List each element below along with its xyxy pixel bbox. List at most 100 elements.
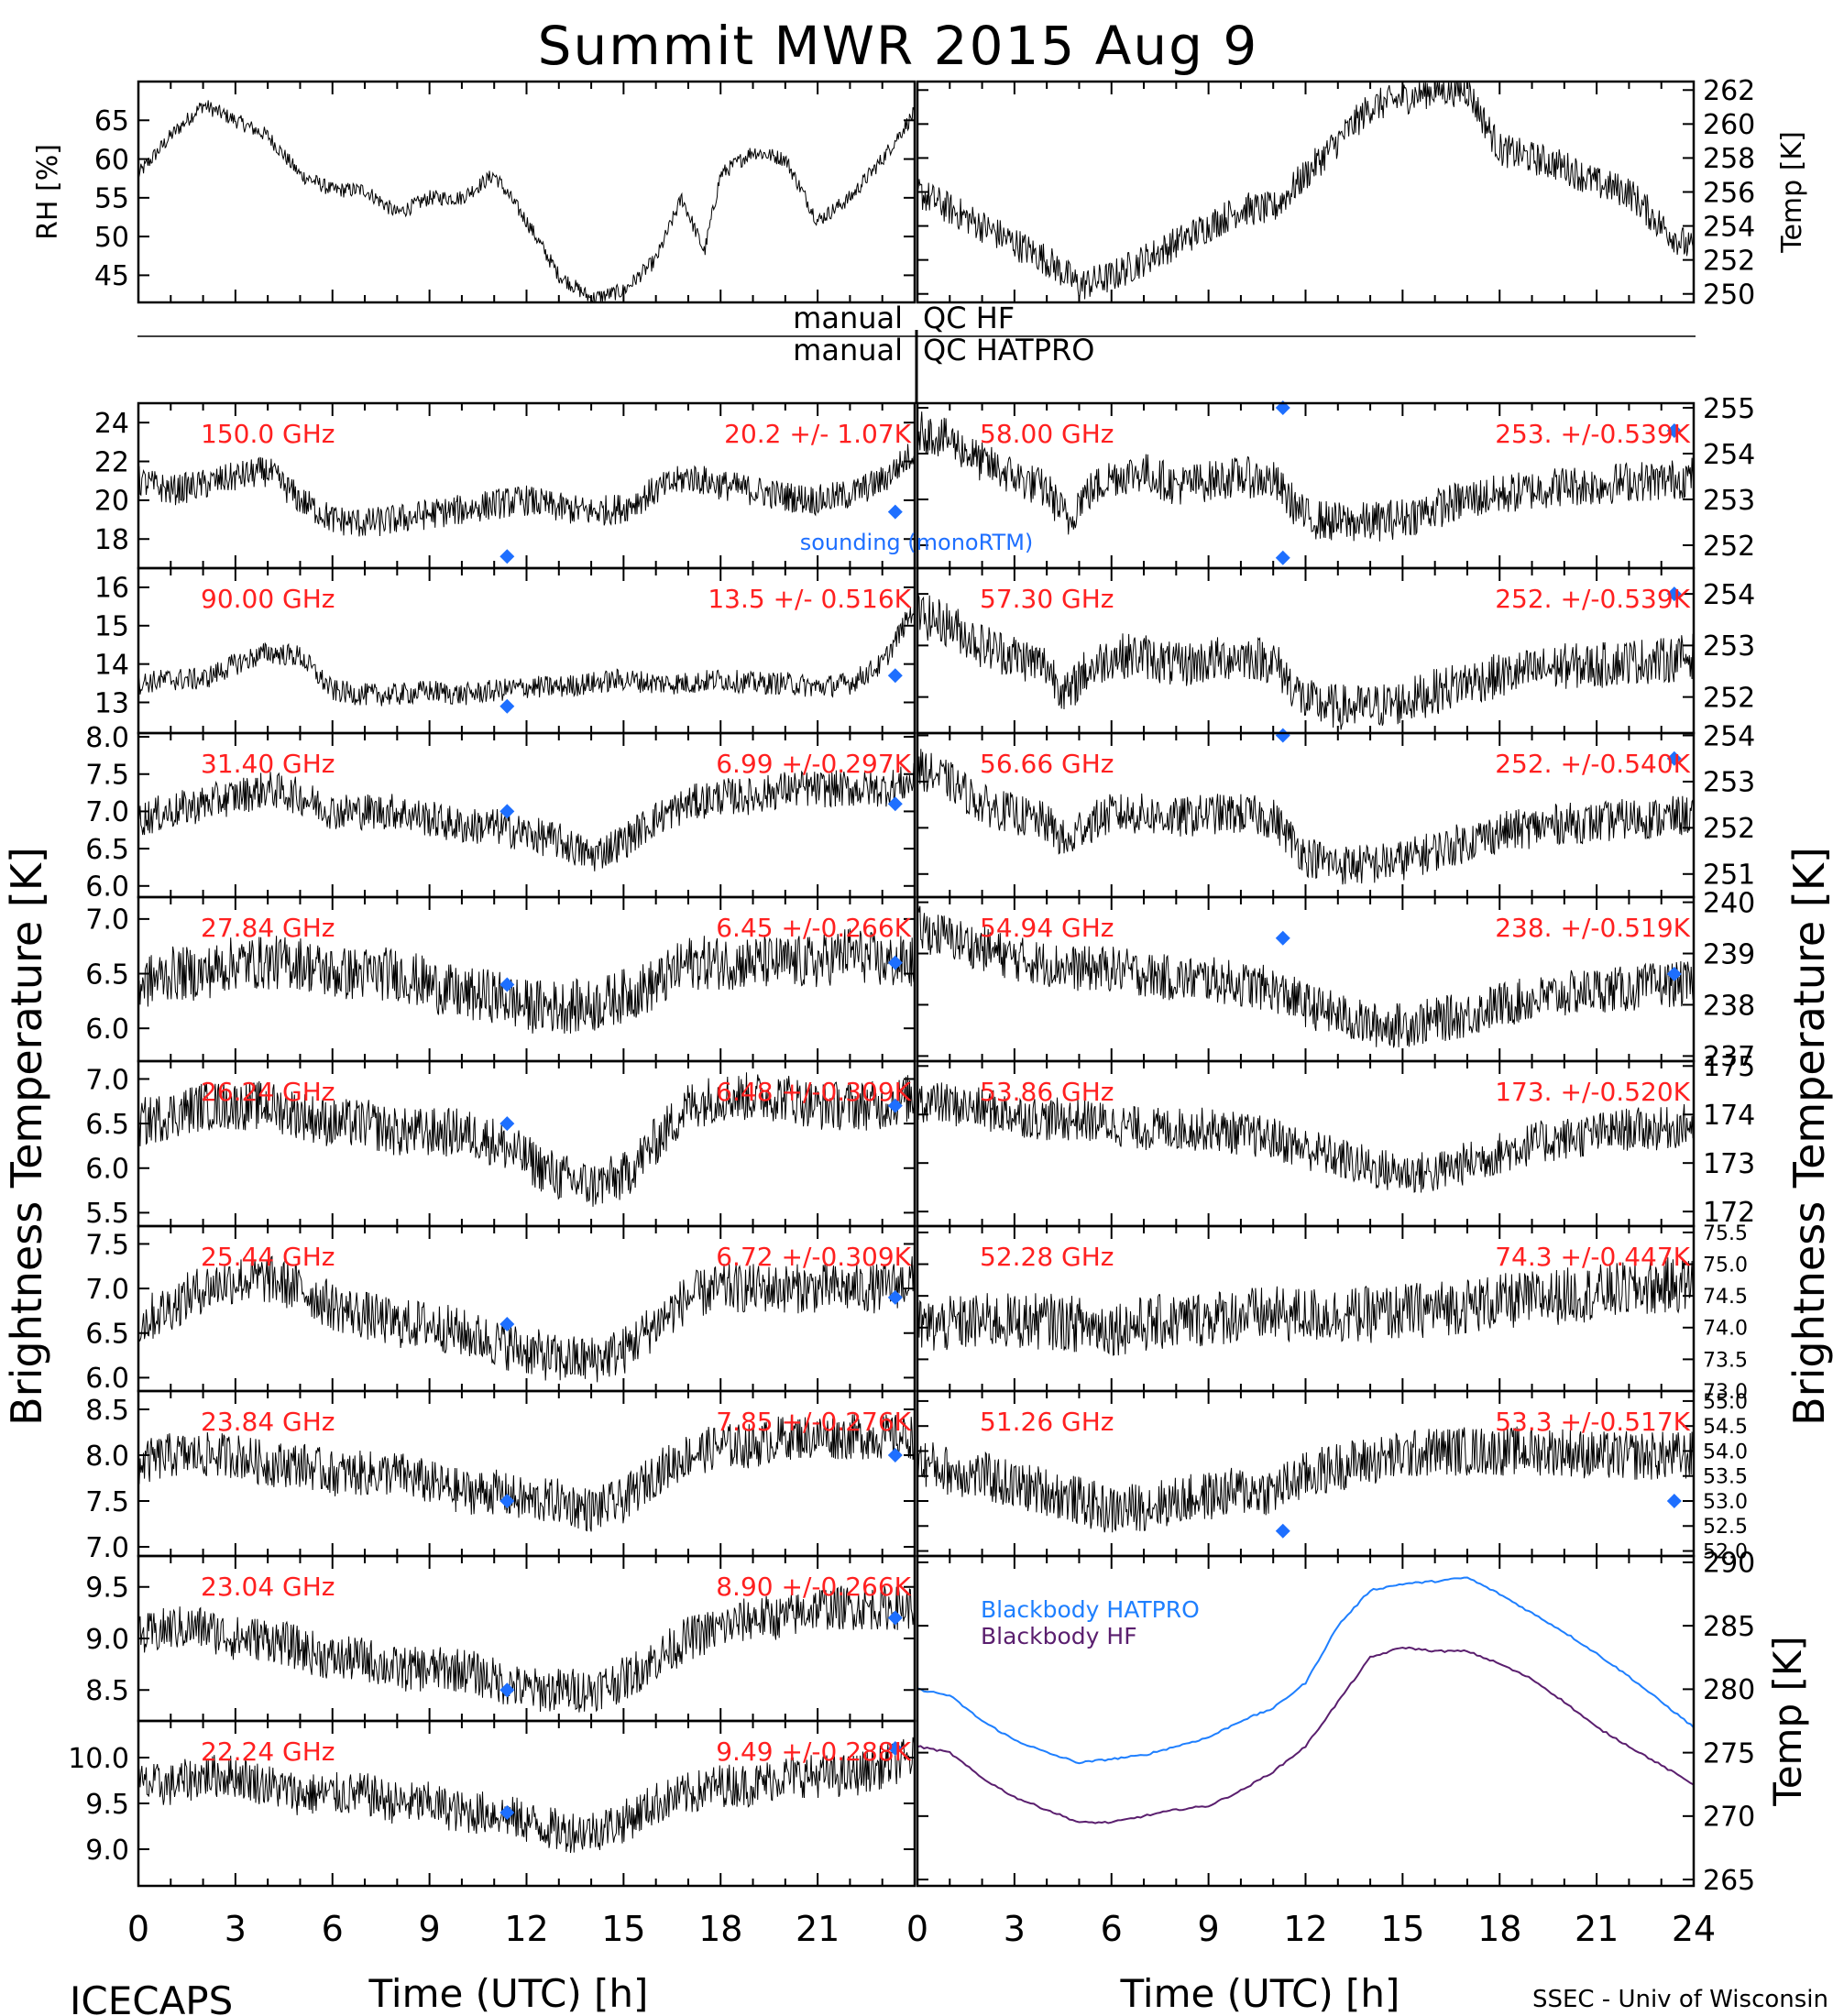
y-tick-label: 74.5 [1703, 1286, 1748, 1309]
freq-label: 51.26 GHz [980, 1407, 1114, 1437]
y-tick-label: 6.5 [85, 834, 129, 866]
freq-label: 26.24 GHz [201, 1077, 335, 1107]
sounding-point [499, 549, 515, 564]
freq-label: 31.40 GHz [201, 749, 335, 779]
panel-tb90: 13 14 15 16 90.00 GHz 13.5 +/- 0.516K [94, 566, 916, 735]
y-axis-title-tair: Temp [K] [1776, 131, 1808, 254]
left-x-axis-label: Time (UTC) [h] [368, 1971, 649, 2016]
freq-label: 58.00 GHz [980, 419, 1114, 449]
stat-label: 7.85 +/-0.276K [716, 1407, 911, 1437]
x-tick-label-left: 9 [419, 1909, 441, 1949]
y-tick-label: 7.5 [85, 1229, 129, 1261]
footer-icecaps: ICECAPS [70, 1978, 233, 2016]
y-tick-label: 55 [94, 183, 129, 215]
y-tick-label: 174 [1703, 1100, 1755, 1132]
trace-tb5800 [916, 411, 1695, 542]
y-tick-label: 270 [1703, 1802, 1755, 1834]
y-tick-label: 254 [1703, 720, 1755, 752]
sounding-point [1666, 1494, 1682, 1508]
legend-hatpro: Blackbody HATPRO [981, 1596, 1200, 1623]
y-tick-label: 53.0 [1703, 1491, 1748, 1514]
y-tick-label: 55.0 [1703, 1391, 1748, 1414]
y-tick-label: 16 [94, 573, 129, 605]
y-tick-label: 262 [1703, 75, 1755, 107]
y-tick-label: 13 [94, 687, 129, 719]
panel-tb5800: 252 253 254 255 58.00 GHz 253. +/-0.539K [916, 393, 1755, 570]
y-tick-label: 253 [1703, 630, 1755, 663]
y-tick-label: 254 [1703, 211, 1755, 243]
x-tick-label-right: 9 [1198, 1909, 1220, 1949]
stat-label: 20.2 +/- 1.07K [724, 419, 911, 449]
x-tick-label-left: 3 [225, 1909, 247, 1949]
y-tick-label: 239 [1703, 938, 1755, 970]
y-tick-label: 240 [1703, 887, 1755, 919]
sounding-point [1275, 728, 1290, 743]
sounding-point [499, 698, 515, 714]
sounding-point [887, 504, 903, 520]
sounding-point [1275, 1523, 1290, 1539]
freq-label: 90.00 GHz [201, 584, 335, 614]
sounding-point [887, 668, 903, 684]
y-tick-label: 74.0 [1703, 1318, 1748, 1341]
y-tick-label: 6.5 [85, 959, 129, 991]
sounding-point [1666, 586, 1682, 602]
freq-label: 27.84 GHz [201, 913, 335, 943]
x-tick-label-right: 15 [1380, 1909, 1424, 1949]
y-axis-title-rh: RH [%] [32, 144, 64, 240]
y-tick-label: 8.5 [85, 1675, 129, 1707]
qc-hatpro-right-label: QC HATPRO [923, 333, 1094, 367]
sounding-point [887, 796, 903, 812]
panel-tb150: 18 20 22 24 150.0 GHz 20.2 +/- 1.07K [94, 401, 916, 570]
stat-label: 6.99 +/-0.297K [716, 749, 911, 779]
trace-tb5666 [916, 749, 1695, 885]
y-tick-label: 7.5 [85, 760, 129, 792]
freq-label: 53.86 GHz [980, 1077, 1114, 1107]
x-tick-label-right: 12 [1283, 1909, 1327, 1949]
panel-rh: 45 50 55 60 65 RH [%] [32, 80, 916, 304]
footer-credit: SSEC - Univ of Wisconsin [1532, 1986, 1828, 2013]
x-tick-label-left: 15 [601, 1909, 645, 1949]
y-tick-label: 54.5 [1703, 1416, 1748, 1439]
y-tick-label: 8.0 [85, 1441, 129, 1473]
sounding-label: sounding (monoRTM) [800, 530, 1034, 555]
y-tick-label: 7.0 [85, 1532, 129, 1564]
sounding-point [887, 1610, 903, 1626]
y-tick-label: 6.0 [85, 1363, 129, 1395]
y-tick-label: 9.5 [85, 1789, 129, 1821]
y-tick-label: 75.5 [1703, 1222, 1748, 1245]
y-tick-label: 280 [1703, 1674, 1755, 1706]
y-tick-label: 45 [94, 260, 129, 292]
sounding-point [887, 1098, 903, 1113]
sounding-point [887, 1741, 903, 1756]
sounding-point [1666, 423, 1682, 438]
y-tick-label: 6.5 [85, 1109, 129, 1141]
x-tick-label-left: 12 [504, 1909, 548, 1949]
y-tick-label: 285 [1703, 1611, 1755, 1643]
stat-label: 6.72 +/-0.309K [716, 1242, 911, 1272]
trace-tb2384 [137, 1414, 916, 1532]
panel-tb2784: 6.0 6.5 7.0 27.84 GHz 6.45 +/-0.266K [85, 895, 916, 1063]
y-tick-label: 54.0 [1703, 1441, 1748, 1463]
stat-label: 74.3 +/-0.447K [1495, 1242, 1690, 1272]
x-tick-label-right: 24 [1672, 1909, 1716, 1949]
stat-label: 252. +/-0.539K [1495, 584, 1690, 614]
freq-label: 23.84 GHz [201, 1407, 335, 1437]
stat-label: 173. +/-0.520K [1495, 1077, 1690, 1107]
y-tick-label: 73.5 [1703, 1349, 1748, 1372]
y-tick-label: 8.5 [85, 1395, 129, 1427]
x-tick-label-right: 0 [906, 1909, 928, 1949]
sounding-point [1666, 751, 1682, 766]
freq-label: 52.28 GHz [980, 1242, 1114, 1272]
x-tick-label-right: 18 [1477, 1909, 1521, 1949]
x-tick-label-left: 18 [698, 1909, 742, 1949]
y-tick-label: 75.0 [1703, 1254, 1748, 1276]
panel-tb2384: 7.0 7.5 8.0 8.5 23.84 GHz 7.85 +/-0.276K [85, 1389, 916, 1564]
sounding-point [499, 1116, 515, 1132]
panel-tb5228: 73.0 73.5 74.0 74.5 75.0 75.5 52.28 GHz 74.3 +/… [916, 1222, 1748, 1404]
qc-hf-right-label: QC HF [923, 301, 1015, 335]
frame-tair [916, 80, 1696, 304]
freq-label: 22.24 GHz [201, 1737, 335, 1767]
right-y-axis-label: Brightness Temperature [K] [1784, 847, 1833, 1426]
freq-label: 57.30 GHz [980, 584, 1114, 614]
